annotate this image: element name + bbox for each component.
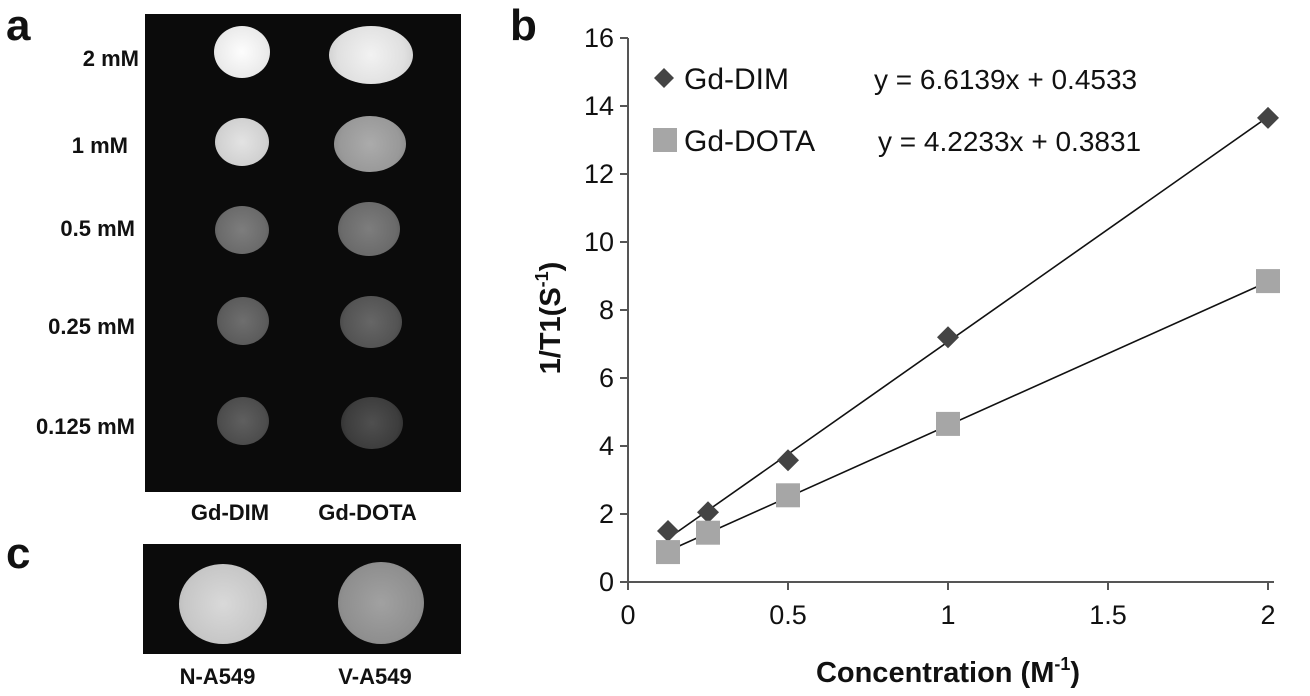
- conc-label-2mM: 2 mM: [82, 46, 139, 71]
- y-tick-label: 4: [599, 431, 614, 461]
- column-label-gd-dim: Gd-DIM: [190, 500, 270, 525]
- label-v-a549: V-A549: [338, 664, 412, 689]
- y-axis-label: 1/T1(S-1): [532, 262, 567, 375]
- spot-gd-dim-0.5mM: [215, 206, 269, 254]
- panel-b-letter: b: [510, 1, 537, 50]
- marker-gd-dim: [657, 520, 679, 542]
- y-tick-label: 10: [584, 227, 614, 257]
- y-tick-label: 2: [599, 499, 614, 529]
- legend-label-gd-dim: Gd-DIM: [684, 63, 789, 96]
- marker-gd-dim: [1257, 106, 1279, 129]
- legend-label-gd-dota: Gd-DOTA: [684, 125, 815, 158]
- spot-gd-dim-0.125mM: [217, 397, 269, 445]
- chart-axes: 0 2 4 6 8 10 12 14 16 0 0.5 1 1.5 2: [584, 23, 1276, 630]
- y-tick-label: 12: [584, 159, 614, 189]
- x-tick-label: 0.5: [769, 600, 807, 630]
- spot-gd-dota-0.125mM: [341, 397, 403, 449]
- x-tick-label: 2: [1260, 600, 1275, 630]
- column-label-gd-dota: Gd-DOTA: [318, 500, 417, 525]
- marker-gd-dota: [656, 540, 680, 565]
- legend-equation-gd-dota: y = 4.2233x + 0.3831: [878, 126, 1141, 157]
- y-tick-label: 6: [599, 363, 614, 393]
- spot-gd-dim-1mM: [215, 118, 269, 166]
- x-tick-label: 0: [620, 600, 635, 630]
- legend-marker-gd-dim: [654, 68, 674, 88]
- axis-labels: Concentration (M-1) 1/T1(S-1): [532, 262, 1080, 689]
- conc-label-0.125mM: 0.125 mM: [35, 414, 135, 439]
- legend-marker-gd-dota: [653, 128, 677, 152]
- legend-equation-gd-dim: y = 6.6139x + 0.4533: [874, 64, 1137, 95]
- x-tick-label: 1: [940, 600, 955, 630]
- fit-lines: [667, 116, 1269, 552]
- y-tick-label: 14: [584, 91, 614, 121]
- y-tick-label: 0: [599, 567, 614, 597]
- marker-gd-dota: [776, 483, 800, 508]
- spot-gd-dota-0.5mM: [338, 202, 400, 256]
- y-tick-label: 16: [584, 23, 614, 53]
- x-tick-label: 1.5: [1089, 600, 1127, 630]
- spot-v-a549: [338, 562, 424, 644]
- spot-gd-dim-2mM: [214, 26, 270, 78]
- spot-n-a549: [179, 564, 267, 644]
- spot-gd-dota-0.25mM: [340, 296, 402, 348]
- chart-legend: Gd-DIM y = 6.6139x + 0.4533 Gd-DOTA y = 4.2…: [653, 63, 1141, 158]
- spot-gd-dota-2mM: [329, 26, 413, 84]
- conc-label-0.5mM: 0.5 mM: [60, 216, 135, 241]
- spot-gd-dim-0.25mM: [217, 297, 269, 345]
- label-n-a549: N-A549: [179, 664, 256, 689]
- panel-c-letter: c: [6, 529, 31, 578]
- marker-gd-dim: [697, 501, 719, 524]
- marker-gd-dim: [777, 449, 799, 472]
- fit-line-gd-dota: [667, 281, 1269, 552]
- panel-a-letter: a: [6, 1, 31, 50]
- conc-label-0.25mM: 0.25 mM: [48, 314, 135, 339]
- panel-c-cell-image: [143, 544, 461, 654]
- marker-gd-dota: [936, 411, 960, 436]
- conc-label-1mM: 1 mM: [71, 133, 128, 158]
- panel-a-phantom-image: [145, 14, 461, 492]
- x-axis-label: Concentration (M-1): [816, 654, 1080, 689]
- marker-gd-dota: [1256, 269, 1280, 294]
- marker-gd-dim: [937, 326, 959, 349]
- y-tick-label: 8: [599, 295, 614, 325]
- spot-gd-dota-1mM: [334, 116, 406, 172]
- fit-line-gd-dim: [667, 116, 1269, 540]
- marker-gd-dota: [696, 520, 720, 545]
- data-markers: [656, 106, 1280, 565]
